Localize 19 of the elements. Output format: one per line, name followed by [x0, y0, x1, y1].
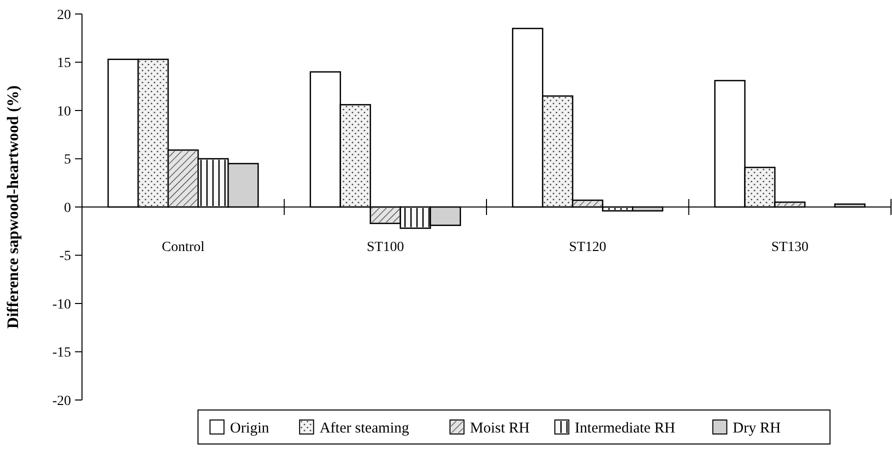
y-axis-title: Difference sapwood-heartwood (%)	[5, 85, 22, 329]
y-tick-label: 15	[57, 56, 71, 72]
x-tick-label: ST120	[568, 240, 606, 255]
y-tick-label: 0	[64, 200, 71, 216]
y-tick-label: -10	[52, 297, 71, 312]
x-tick-label: ST130	[771, 240, 809, 255]
legend-label: Origin	[230, 420, 270, 436]
x-tick-label: Control	[162, 240, 205, 255]
y-tick-label: -20	[52, 394, 71, 409]
y-tick-label: 5	[64, 152, 71, 168]
legend-label: Moist RH	[470, 420, 530, 436]
legend-label: After steaming	[320, 420, 410, 436]
x-tick-label: ST100	[366, 240, 404, 255]
y-tick-label: -5	[59, 249, 71, 264]
legend-label: Intermediate RH	[574, 420, 676, 436]
y-tick-label: -15	[52, 346, 71, 361]
y-tick-label: 20	[57, 8, 71, 23]
y-tick-label: 10	[57, 104, 71, 120]
legend-label: Dry RH	[732, 420, 781, 436]
